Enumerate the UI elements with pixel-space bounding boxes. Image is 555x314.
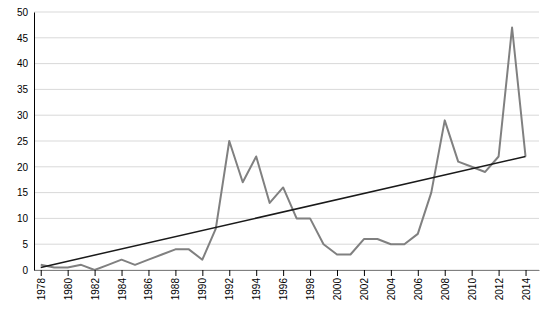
grid-line bbox=[34, 141, 539, 142]
tick-mark bbox=[499, 270, 500, 276]
tick: 1992 bbox=[224, 270, 235, 300]
tick-label: 2000 bbox=[332, 278, 343, 301]
tick: 2010 bbox=[467, 270, 478, 300]
tick: 2004 bbox=[386, 270, 397, 300]
grid bbox=[34, 12, 539, 270]
tick: 2008 bbox=[440, 270, 451, 300]
tick-mark bbox=[472, 270, 473, 276]
tick-label: 1980 bbox=[63, 278, 74, 301]
grid-line bbox=[34, 89, 539, 90]
tick: 2000 bbox=[332, 270, 343, 300]
tick: 50 bbox=[17, 7, 34, 18]
lines bbox=[41, 27, 526, 270]
tick-label: 2010 bbox=[467, 278, 478, 301]
tick-label: 1988 bbox=[170, 278, 181, 301]
tick-label: 1998 bbox=[305, 278, 316, 301]
tick-label: 2004 bbox=[386, 278, 397, 301]
axis-line bbox=[34, 13, 35, 271]
grid-line bbox=[34, 270, 539, 271]
tick-mark bbox=[41, 270, 42, 276]
tick-mark bbox=[526, 270, 527, 276]
tick-label: 35 bbox=[17, 84, 29, 95]
data-line bbox=[41, 27, 526, 270]
tick: 2006 bbox=[413, 270, 424, 300]
tick-mark bbox=[391, 270, 392, 276]
grid-line bbox=[34, 63, 539, 64]
tick: 45 bbox=[17, 33, 34, 44]
tick-mark bbox=[283, 270, 284, 276]
grid-line bbox=[34, 115, 539, 116]
tick: 1990 bbox=[197, 270, 208, 300]
tick-mark bbox=[445, 270, 446, 276]
tick-label: 1984 bbox=[117, 278, 128, 301]
tick-label: 1978 bbox=[36, 278, 47, 301]
tick: 20 bbox=[17, 162, 34, 173]
tick-label: 20 bbox=[17, 162, 29, 173]
grid-line bbox=[34, 244, 539, 245]
tick-mark bbox=[148, 270, 149, 276]
tick-mark bbox=[229, 270, 230, 276]
tick-label: 50 bbox=[17, 7, 29, 18]
chart: 1978 1980 1982 1984 1986 1988 1990 1992 1994 1996… bbox=[0, 0, 555, 314]
tick-label: 2008 bbox=[440, 278, 451, 301]
axis-line bbox=[35, 270, 540, 271]
tick: 30 bbox=[17, 110, 34, 121]
tick: 1996 bbox=[278, 270, 289, 300]
tick-mark bbox=[310, 270, 311, 276]
tick-mark bbox=[418, 270, 419, 276]
tick: 1980 bbox=[63, 270, 74, 300]
tick-mark bbox=[68, 270, 69, 276]
tick-mark bbox=[122, 270, 123, 276]
tick-label: 1994 bbox=[251, 278, 262, 301]
grid-line bbox=[34, 12, 539, 13]
tick-label: 45 bbox=[17, 33, 29, 44]
tick: 1984 bbox=[117, 270, 128, 300]
tick-label: 2006 bbox=[413, 278, 424, 301]
tick-label: 5 bbox=[22, 239, 28, 250]
tick-label: 1990 bbox=[197, 278, 208, 301]
tick-label: 2002 bbox=[359, 278, 370, 301]
tick: 1994 bbox=[251, 270, 262, 300]
grid-line bbox=[34, 37, 539, 38]
tick-mark bbox=[337, 270, 338, 276]
tick-mark bbox=[175, 270, 176, 276]
tick-label: 25 bbox=[17, 136, 29, 147]
tick: 1982 bbox=[90, 270, 101, 300]
tick: 1986 bbox=[143, 270, 154, 300]
tick-mark bbox=[256, 270, 257, 276]
tick-label: 1986 bbox=[143, 278, 154, 301]
tick: 1988 bbox=[170, 270, 181, 300]
tick: 35 bbox=[17, 84, 34, 95]
tick-mark bbox=[202, 270, 203, 276]
tick-label: 10 bbox=[17, 213, 29, 224]
trend-line bbox=[41, 156, 526, 267]
x-axis: 1978 1980 1982 1984 1986 1988 1990 1992 1994 1996… bbox=[35, 270, 540, 300]
grid-line bbox=[34, 166, 539, 167]
tick-label: 1996 bbox=[278, 278, 289, 301]
tick-label: 2012 bbox=[494, 278, 505, 301]
tick-mark bbox=[364, 270, 365, 276]
tick-label: 2014 bbox=[521, 278, 532, 301]
tick-label: 15 bbox=[17, 187, 29, 198]
tick: 25 bbox=[17, 136, 34, 147]
tick-label: 40 bbox=[17, 58, 29, 69]
tick: 2012 bbox=[494, 270, 505, 300]
tick: 10 bbox=[17, 213, 34, 224]
tick: 40 bbox=[17, 58, 34, 69]
tick-label: 30 bbox=[17, 110, 29, 121]
tick: 1998 bbox=[305, 270, 316, 300]
tick: 2014 bbox=[521, 270, 532, 300]
plot: 1978 1980 1982 1984 1986 1988 1990 1992 1994 1996… bbox=[17, 7, 540, 301]
tick: 1978 bbox=[36, 270, 47, 300]
tick: 2002 bbox=[359, 270, 370, 300]
y-axis: 0 5 10 15 20 25 30 35 40 45 50 bbox=[17, 7, 35, 276]
tick-label: 0 bbox=[22, 265, 28, 276]
tick-label: 1992 bbox=[224, 278, 235, 301]
grid-line bbox=[34, 218, 539, 219]
tick-mark bbox=[95, 270, 96, 276]
tick: 5 bbox=[22, 239, 34, 250]
tick-label: 1982 bbox=[90, 278, 101, 301]
tick: 15 bbox=[17, 187, 34, 198]
tick: 0 bbox=[22, 265, 34, 276]
